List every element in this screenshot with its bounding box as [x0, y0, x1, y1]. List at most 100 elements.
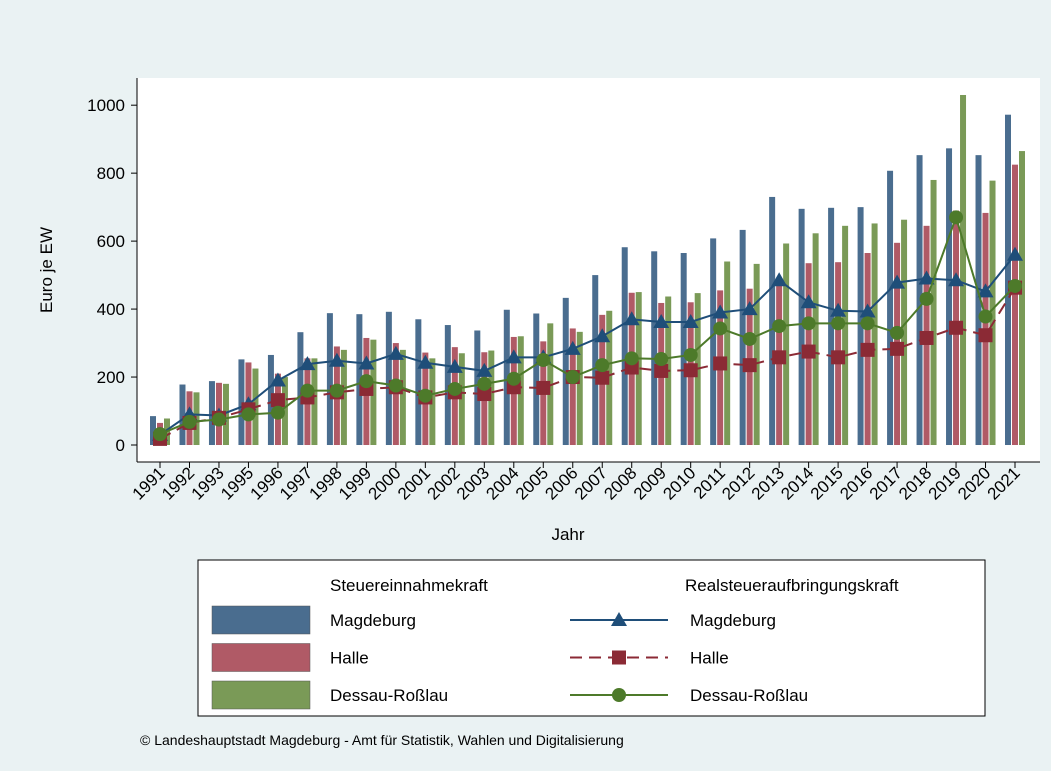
x-axis-label: Jahr	[551, 525, 584, 544]
marker	[299, 356, 316, 371]
marker	[800, 294, 817, 309]
marker	[359, 374, 374, 389]
marker	[1007, 246, 1023, 261]
bar	[710, 238, 717, 446]
y-tick-label: 800	[97, 164, 125, 183]
legend-group-title: Realsteueraufbringungskraft	[685, 576, 899, 595]
legend-label: Magdeburg	[330, 611, 416, 630]
legend-swatch	[211, 680, 311, 710]
marker	[536, 353, 551, 368]
bar	[975, 155, 982, 446]
bar	[179, 384, 186, 446]
marker	[446, 358, 463, 373]
bar	[798, 208, 805, 446]
marker	[595, 370, 610, 385]
marker	[623, 311, 640, 326]
marker	[919, 291, 934, 306]
marker	[506, 371, 521, 386]
bar	[901, 219, 908, 446]
bar	[946, 148, 953, 446]
marker	[476, 362, 493, 377]
legend-marker	[612, 650, 626, 665]
legend-label: Halle	[690, 649, 729, 668]
marker	[653, 313, 670, 328]
marker	[388, 378, 403, 393]
bar	[415, 319, 422, 446]
marker	[269, 372, 286, 387]
marker	[477, 376, 492, 391]
legend-label: Dessau-Roßlau	[330, 686, 448, 705]
marker	[300, 383, 315, 398]
bar	[960, 94, 967, 446]
marker	[270, 393, 285, 408]
marker	[1008, 278, 1022, 293]
marker	[387, 345, 404, 360]
marker	[830, 302, 847, 317]
marker	[977, 283, 994, 298]
marker	[948, 272, 965, 287]
marker	[772, 350, 787, 365]
marker	[329, 383, 344, 398]
marker	[477, 387, 492, 402]
bar	[828, 207, 835, 446]
marker	[890, 325, 905, 340]
bar	[399, 349, 406, 446]
marker	[182, 414, 197, 429]
bar	[783, 243, 790, 446]
y-axis-label: Euro je EW	[37, 227, 56, 313]
bar	[724, 261, 731, 446]
bar	[1019, 151, 1025, 446]
marker	[447, 381, 462, 396]
bar	[281, 377, 288, 446]
y-tick-label: 0	[116, 436, 125, 455]
legend-label: Halle	[330, 649, 369, 668]
marker	[831, 350, 846, 365]
source: © Landeshauptstadt Magdeburg - Amt für S…	[140, 732, 624, 748]
bar	[356, 314, 363, 446]
marker	[211, 412, 226, 427]
marker	[654, 363, 669, 378]
marker	[741, 301, 758, 316]
marker	[713, 321, 728, 336]
marker	[654, 352, 669, 367]
marker	[241, 407, 256, 422]
bar	[238, 359, 245, 446]
legend-box	[197, 559, 986, 717]
legend-label: Dessau-Roßlau	[690, 686, 808, 705]
bar	[592, 275, 599, 446]
marker	[860, 316, 875, 331]
bar	[871, 223, 878, 446]
legend-group-title: Steuereinnahmekraft	[330, 576, 488, 595]
marker	[831, 316, 846, 331]
marker	[713, 356, 728, 371]
bar	[1005, 114, 1011, 446]
marker	[772, 319, 787, 334]
bar	[916, 155, 923, 446]
marker	[919, 330, 934, 345]
bar	[1012, 164, 1018, 446]
marker	[594, 328, 611, 343]
y-tick-label: 600	[97, 232, 125, 251]
marker	[683, 363, 698, 378]
marker	[949, 320, 964, 335]
y-tick-label: 400	[97, 300, 125, 319]
bar	[812, 233, 819, 446]
bar	[857, 207, 864, 446]
legend-swatch	[211, 605, 311, 635]
y-tick-label: 200	[97, 368, 125, 387]
marker	[417, 354, 434, 369]
marker	[918, 270, 935, 285]
marker	[742, 331, 757, 346]
marker	[683, 347, 698, 362]
marker	[536, 380, 551, 395]
bar	[569, 328, 576, 446]
marker	[890, 341, 905, 356]
marker	[859, 303, 876, 318]
bar	[930, 179, 937, 446]
marker	[505, 349, 522, 364]
bar	[533, 313, 540, 446]
bar	[326, 313, 333, 446]
bar	[297, 332, 304, 446]
marker	[328, 352, 345, 367]
